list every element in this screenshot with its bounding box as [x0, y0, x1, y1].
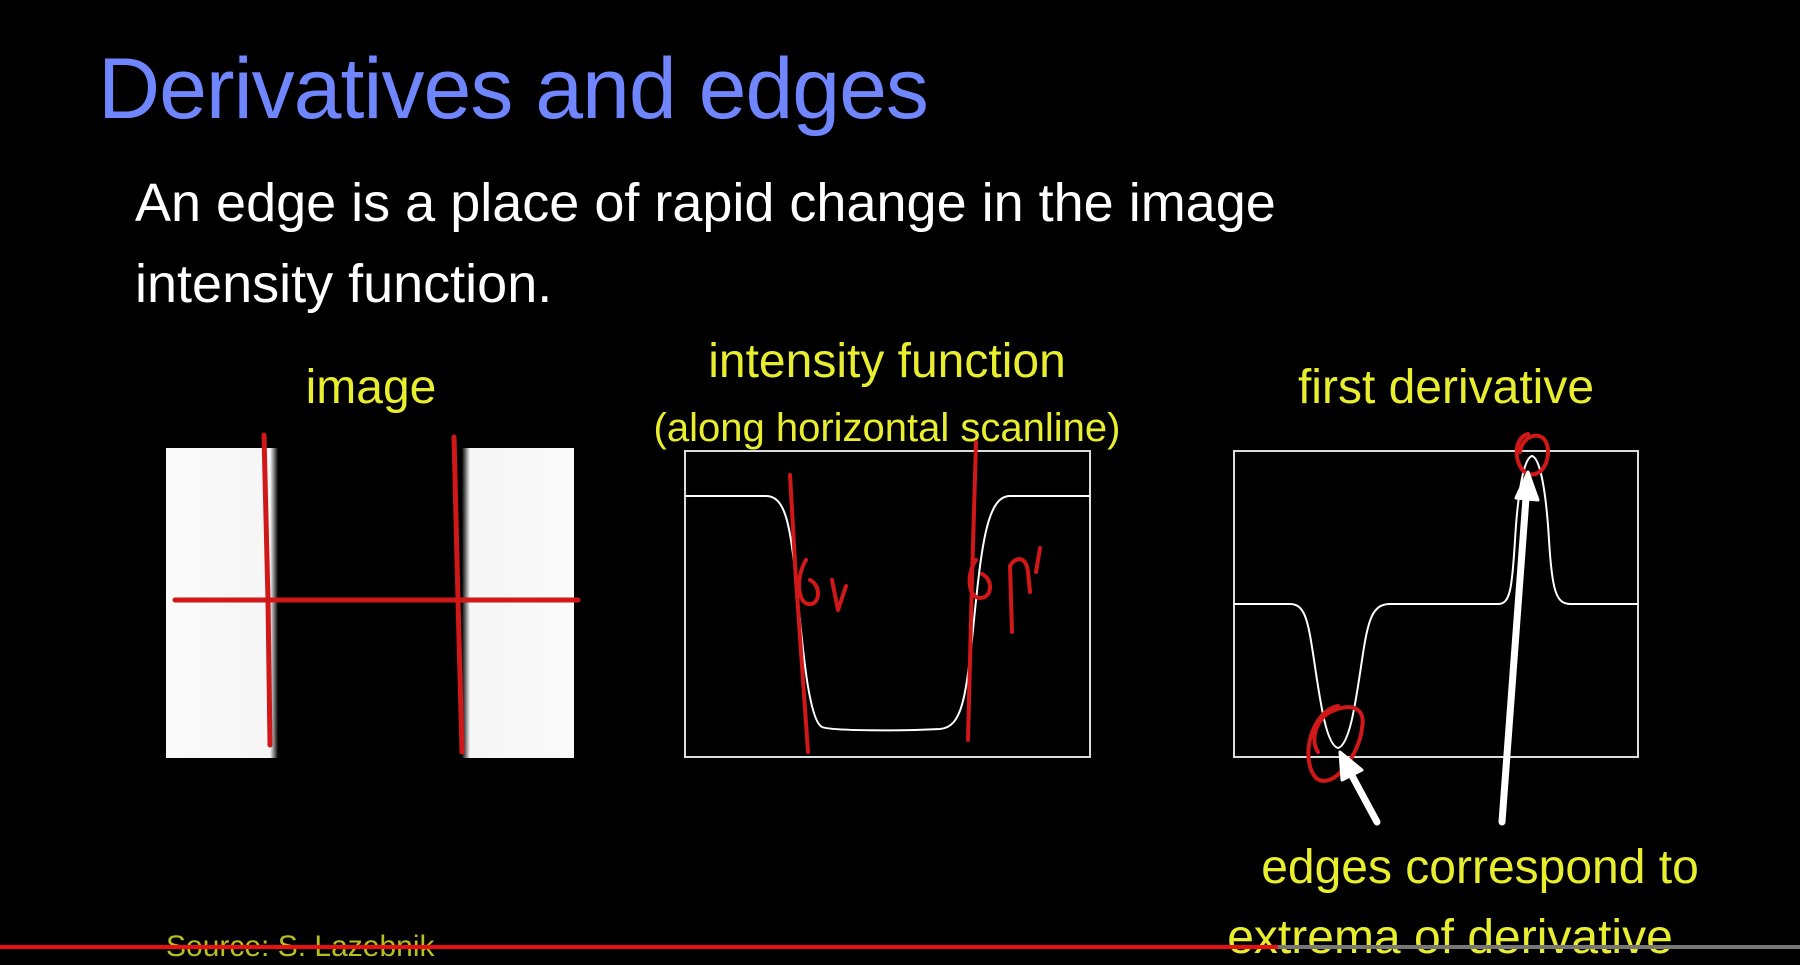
image-panel: [166, 432, 581, 758]
intensity-right-edge-mark: [966, 440, 978, 742]
minus-scribble: [797, 558, 848, 612]
minimum-circle: [1306, 704, 1365, 783]
plus-scribble: [967, 546, 1042, 634]
derivative-label: first derivative: [1297, 361, 1595, 414]
caption-line-1: edges correspond to: [1261, 841, 1699, 894]
scanline-label: (along horizontal scanline): [653, 406, 1121, 450]
image-stripe: [166, 448, 574, 758]
arrow-down-icon: [1338, 750, 1381, 826]
intro-line-2: intensity function.: [135, 254, 553, 314]
intensity-panel: [684, 440, 1091, 758]
slide-title: Derivatives and edges: [98, 41, 929, 137]
arrow-up-icon: [1498, 470, 1540, 826]
intro-line-1: An edge is a place of rapid change in th…: [135, 173, 1276, 233]
intensity-left-edge-mark: [788, 473, 810, 754]
intensity-frame: [684, 450, 1091, 758]
intensity-curve: [685, 495, 1090, 732]
derivative-curve: [1234, 454, 1638, 750]
maximum-circle: [1514, 432, 1550, 477]
image-label: image: [305, 361, 437, 414]
intensity-label: intensity function: [708, 335, 1066, 388]
video-progress-bar[interactable]: [0, 945, 1800, 949]
caption-line-2: extrema of derivative: [1227, 911, 1673, 964]
video-progress-fill: [0, 945, 1278, 949]
derivative-panel: [1233, 432, 1639, 826]
